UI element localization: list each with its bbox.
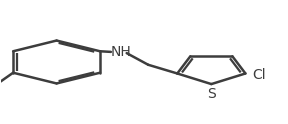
Text: NH: NH	[111, 45, 132, 59]
Text: Cl: Cl	[253, 68, 266, 82]
Text: S: S	[207, 87, 216, 101]
